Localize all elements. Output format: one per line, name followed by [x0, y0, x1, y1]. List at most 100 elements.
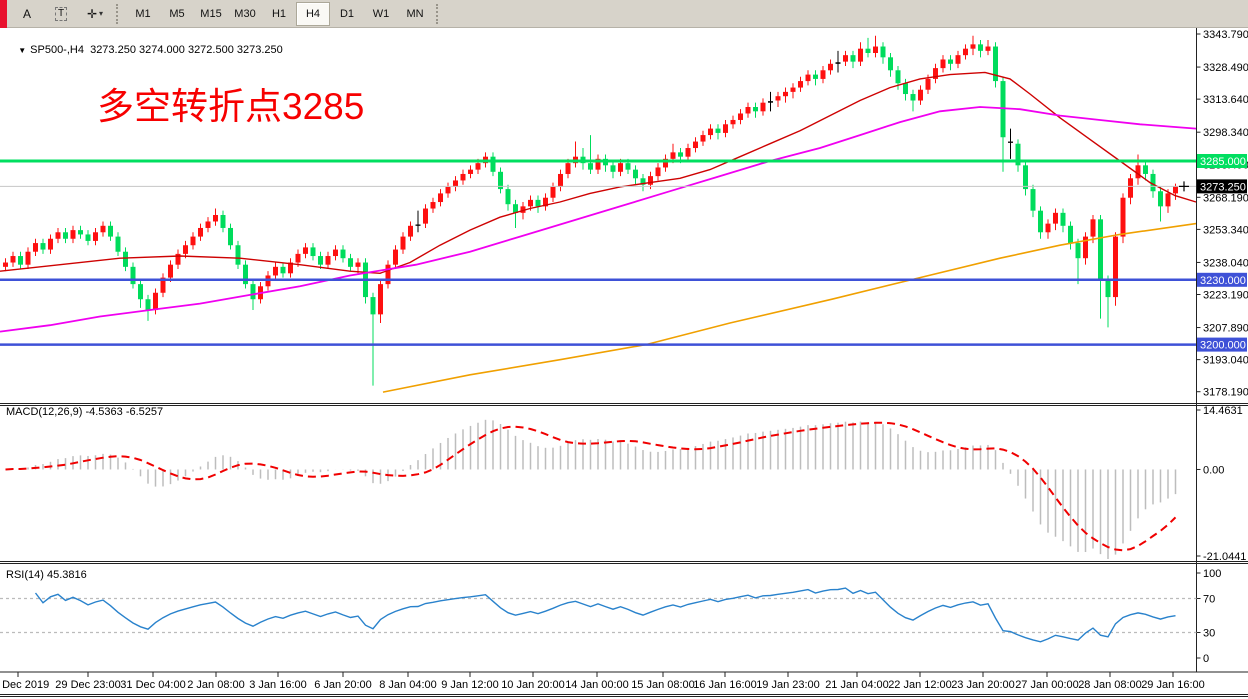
- candle-body: [663, 158, 668, 168]
- candle-body: [273, 266, 278, 276]
- candle-body: [453, 180, 458, 187]
- candle-body: [138, 284, 143, 300]
- time-tick-label[interactable]: 2 Jan 08:00: [187, 679, 245, 691]
- price-tick-label: 3223.190: [1203, 290, 1248, 302]
- candle-body: [625, 163, 631, 170]
- tab-timeframe-M5[interactable]: M5: [169, 7, 185, 20]
- ma-mid-magenta: [0, 106, 1197, 333]
- candle-body: [100, 225, 106, 233]
- candle-body: [220, 215, 226, 228]
- candle-body: [895, 70, 901, 84]
- candle-body: [595, 158, 601, 170]
- price-badge-3230.000: [1197, 272, 1247, 287]
- candle-body: [700, 135, 706, 142]
- candle-body: [33, 243, 38, 252]
- candle-body: [280, 266, 286, 274]
- tab-timeframe-H4[interactable]: H4: [296, 1, 330, 26]
- crosshair-tool-button[interactable]: ✛ ▾: [78, 2, 112, 26]
- tab-timeframe-D1[interactable]: D1: [339, 7, 355, 20]
- candle-body: [3, 262, 8, 267]
- time-tick-label[interactable]: 8 Jan 04:00: [379, 679, 437, 691]
- tab-timeframe-M15[interactable]: M15: [200, 7, 222, 20]
- candle-body: [445, 186, 451, 194]
- candle-body: [130, 266, 136, 285]
- candle-body: [145, 299, 151, 311]
- toolbar-grip[interactable]: [116, 3, 120, 24]
- candle-body: [805, 74, 811, 82]
- candle-body: [438, 193, 443, 203]
- text-label-tool-button[interactable]: T: [44, 2, 78, 26]
- time-tick-label[interactable]: 3 Jan 16:00: [249, 679, 307, 691]
- candle-body: [850, 55, 856, 62]
- candle-body: [618, 163, 623, 172]
- time-tick-label[interactable]: 29 Jan 16:00: [1141, 679, 1205, 691]
- candle-body: [835, 62, 841, 64]
- time-tick-label[interactable]: 15 Jan 08:00: [631, 679, 695, 691]
- candle-body: [1045, 223, 1051, 233]
- candle-body: [370, 297, 376, 315]
- macd-signal-line: [5, 421, 1177, 552]
- toolbar: A T ✛ ▾ M1 M5 M15 M30 H1 H4 D1 W1 MN: [0, 0, 1248, 28]
- price-tick-label: 3268.190: [1203, 192, 1248, 204]
- price-tick-label: 3343.790: [1203, 29, 1248, 41]
- candle-body: [40, 243, 46, 250]
- candle-body: [678, 152, 683, 157]
- candle-body: [78, 230, 83, 235]
- candle-body: [648, 176, 653, 185]
- candle-body: [250, 284, 256, 300]
- time-tick-label[interactable]: 19 Jan 23:00: [756, 679, 820, 691]
- time-tick-label[interactable]: 23 Jan 20:00: [951, 679, 1015, 691]
- time-tick-label[interactable]: 16 Jan 16:00: [693, 679, 757, 691]
- candle-body: [198, 227, 203, 237]
- candle-body: [228, 227, 233, 246]
- candle-body: [858, 48, 863, 62]
- candle-body: [1023, 165, 1028, 190]
- candle-body: [730, 119, 736, 125]
- price-tick-label: 3178.190: [1203, 387, 1248, 399]
- candle-body: [880, 46, 886, 58]
- time-tick-label[interactable]: 14 Jan 00:00: [565, 679, 629, 691]
- candle-body: [378, 284, 383, 315]
- time-tick-label[interactable]: 29 Dec 23:00: [55, 679, 120, 691]
- cursor-tool-button[interactable]: A: [10, 2, 44, 26]
- candle-body: [123, 251, 128, 267]
- tab-timeframe-M1[interactable]: M1: [135, 7, 151, 20]
- time-tick-label[interactable]: 22 Jan 12:00: [888, 679, 952, 691]
- toolbar-grip-right[interactable]: [436, 3, 440, 24]
- time-tick-label[interactable]: 21 Jan 04:00: [825, 679, 889, 691]
- tab-timeframe-W1[interactable]: W1: [372, 7, 390, 20]
- candle-body: [1150, 173, 1156, 192]
- tab-timeframe-H1[interactable]: H1: [271, 7, 287, 20]
- candle-body: [1128, 178, 1133, 198]
- candle-body: [535, 199, 541, 207]
- candle-body: [85, 234, 91, 241]
- candle-body: [873, 46, 878, 53]
- candle-body: [963, 48, 968, 56]
- candle-body: [723, 124, 728, 133]
- tab-timeframe-M30[interactable]: M30: [234, 7, 256, 20]
- candle-body: [25, 251, 31, 265]
- time-tick-label[interactable]: 9 Jan 12:00: [441, 679, 499, 691]
- rsi-tick-label: 100: [1203, 568, 1221, 580]
- candle-body: [1143, 165, 1148, 174]
- candle-body: [235, 245, 241, 265]
- time-tick-label[interactable]: 10 Jan 20:00: [501, 679, 565, 691]
- candle-body: [798, 81, 803, 88]
- price-tick-label: 3238.040: [1203, 257, 1248, 269]
- candle-body: [588, 163, 593, 170]
- candle-body: [865, 48, 871, 53]
- time-tick-label[interactable]: 31 Dec 04:00: [120, 679, 185, 691]
- ma-fast-red: [0, 71, 1197, 275]
- candle-body: [468, 169, 473, 174]
- time-tick-label[interactable]: 28 Jan 08:00: [1078, 679, 1142, 691]
- candle-body: [753, 107, 758, 112]
- candle-body: [168, 264, 173, 278]
- time-tick-label[interactable]: 26 Dec 2019: [0, 679, 49, 691]
- tab-timeframe-MN[interactable]: MN: [406, 7, 424, 20]
- time-tick-label[interactable]: 6 Jan 20:00: [314, 679, 372, 691]
- candle-body: [63, 232, 68, 239]
- candle-body: [490, 156, 496, 172]
- time-tick-label[interactable]: 27 Jan 00:00: [1015, 679, 1079, 691]
- candle-body: [48, 238, 53, 250]
